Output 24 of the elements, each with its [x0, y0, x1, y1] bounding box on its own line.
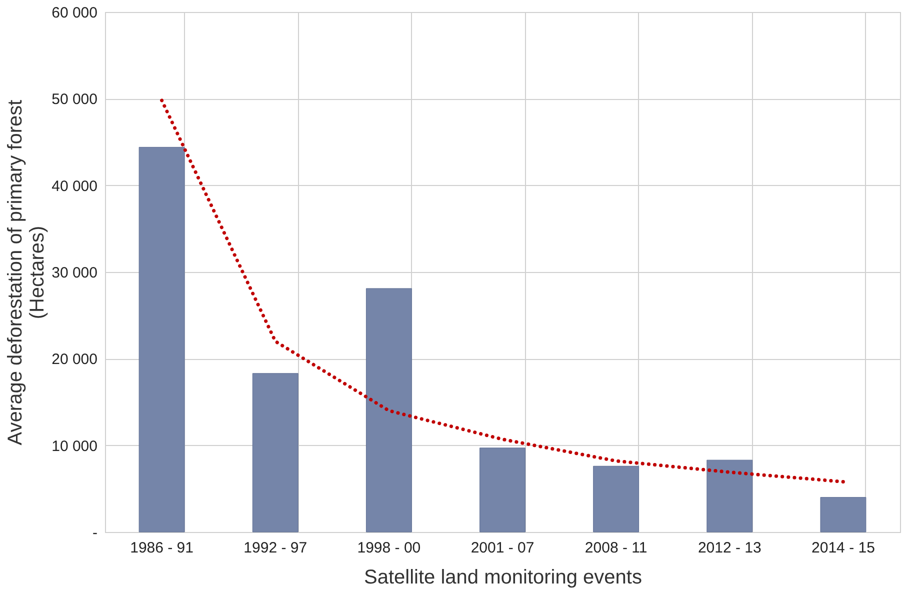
x-tick-label: 2008 - 11 — [584, 540, 648, 556]
y-tick-label: 10 000 — [52, 438, 98, 455]
x-axis-title: Satellite land monitoring events — [364, 566, 642, 588]
y-tick-label: - — [92, 524, 98, 542]
bar — [593, 466, 640, 532]
x-tick-label: 2001 - 07 — [470, 540, 534, 556]
bar — [138, 146, 185, 532]
x-tick-label: 1998 - 00 — [357, 540, 421, 556]
bar — [366, 288, 412, 532]
x-tick-label: 2014 - 15 — [812, 540, 875, 556]
bar — [820, 497, 866, 532]
x-tick-label: 1986 - 91 — [130, 540, 194, 556]
bar — [480, 448, 526, 532]
y-tick-label: 30 000 — [52, 264, 98, 282]
x-tick-label: 1992 - 97 — [244, 540, 308, 556]
line-series — [160, 98, 845, 484]
y-tick-label: 50 000 — [52, 91, 98, 108]
y-tick-label: 20 000 — [52, 351, 98, 368]
bar — [252, 373, 298, 532]
bar — [706, 460, 753, 532]
y-tick-label: 60 000 — [52, 4, 98, 22]
x-tick-label: 2012 - 13 — [698, 540, 762, 556]
y-axis-title: Average deforestation of primary forest (Hectares) — [4, 99, 49, 446]
y-tick-label: 40 000 — [52, 178, 98, 195]
